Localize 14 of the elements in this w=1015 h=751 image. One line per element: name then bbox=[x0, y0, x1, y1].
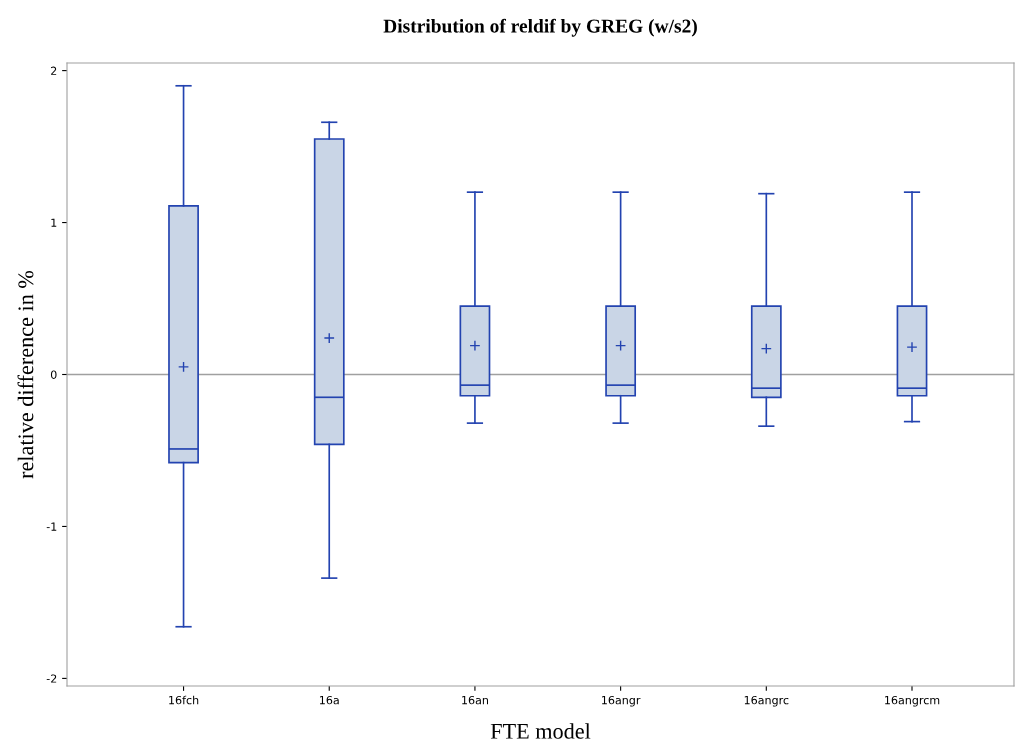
y-tick-label: 1 bbox=[51, 218, 57, 227]
y-tick-label: -1 bbox=[46, 522, 57, 531]
x-axis-title: FTE model bbox=[490, 723, 591, 739]
x-tick-label: 16angr bbox=[602, 695, 641, 707]
x-tick-label: 16fch bbox=[169, 695, 199, 705]
x-tick-label: 16a bbox=[319, 695, 339, 705]
y-tick-label: -2 bbox=[46, 674, 57, 683]
x-tick-label: 16angrcm bbox=[885, 695, 940, 707]
y-axis-title: relative difference in % bbox=[17, 270, 34, 479]
y-tick-label: 2 bbox=[51, 66, 57, 75]
x-tick-label: 16an bbox=[462, 695, 488, 705]
y-tick-label: 0 bbox=[50, 370, 57, 379]
chart-title: Distribution of reldif by GREG (w/s2) bbox=[383, 18, 697, 37]
x-tick-label: 16angrc bbox=[744, 695, 789, 707]
